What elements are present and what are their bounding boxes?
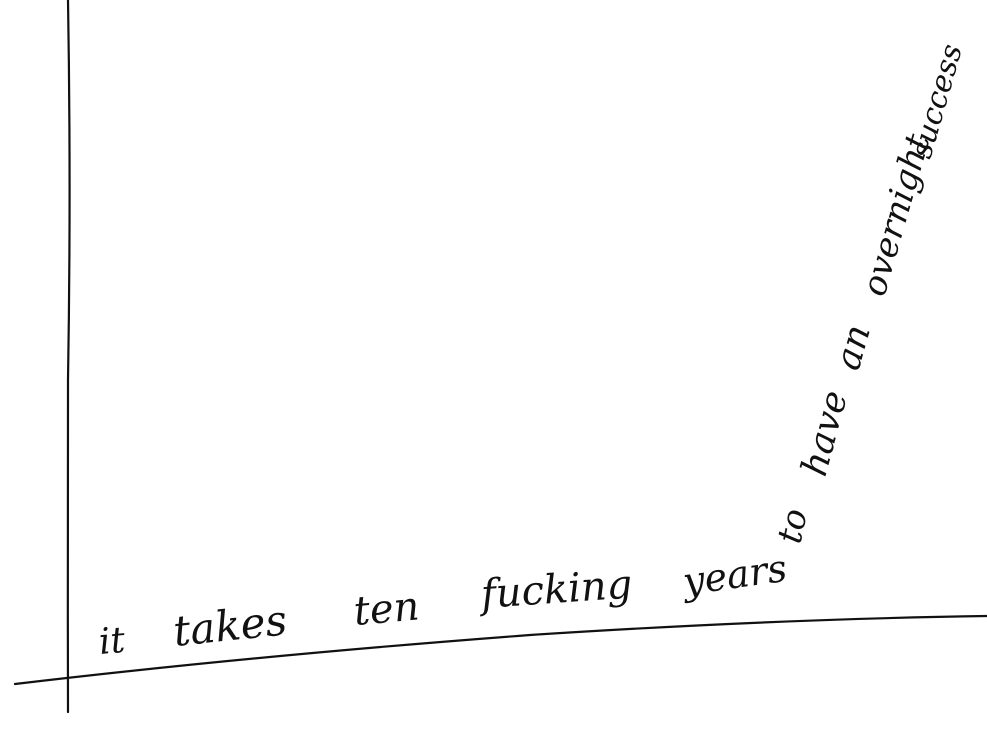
word-ten: ten (352, 583, 421, 635)
word-success: success (904, 40, 970, 162)
curve-words: it takes ten fucking years to have an ov… (97, 40, 970, 663)
word-it: it (97, 620, 127, 663)
word-fucking: fucking (476, 562, 633, 619)
vertical-axis-line (66, 0, 71, 714)
word-an: an (827, 320, 879, 374)
word-to: to (770, 505, 816, 547)
word-have: have (794, 386, 856, 480)
word-years: years (678, 546, 789, 604)
word-takes: takes (171, 595, 289, 656)
horizontal-axis-line (13, 614, 987, 686)
